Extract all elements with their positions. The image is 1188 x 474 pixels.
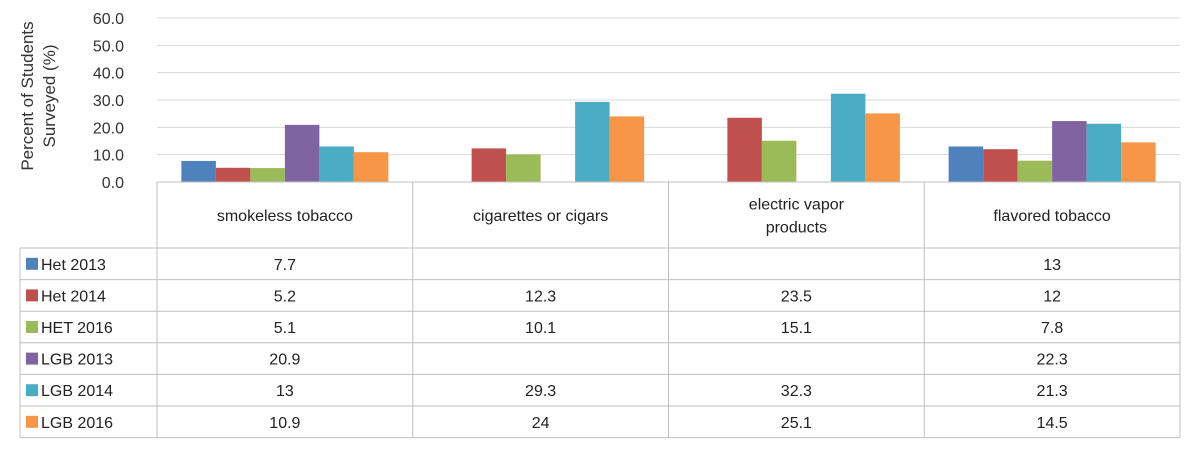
legend-label: HET 2016	[41, 320, 113, 337]
bar-lgb-2014	[575, 101, 610, 182]
table-cell-value: 13	[1043, 257, 1061, 274]
table-cell-value: 12.3	[525, 288, 556, 305]
bar-lgb-2016	[353, 152, 389, 182]
bar-het-2014	[215, 167, 251, 182]
table-cell-value: 23.5	[781, 288, 812, 305]
table-cell-value: 25.1	[781, 415, 812, 432]
table-cell-value: 7.7	[274, 257, 296, 274]
y-axis-title-line: Percent of Students	[18, 21, 37, 170]
bar-lgb-2014	[1086, 123, 1122, 182]
bar-het-2016	[250, 168, 285, 182]
category-label-line: cigarettes or cigars	[473, 208, 608, 225]
table-cell-value: 10.9	[269, 415, 300, 432]
y-axis-title: Percent of Students Surveyed (%)	[18, 21, 59, 170]
y-tick-label: 20.0	[93, 120, 124, 137]
data-table: smokeless tobacco cigarettes or cigars ele…	[19, 181, 1181, 439]
table-cell-value: 5.2	[274, 288, 296, 305]
table-cell-value: 24	[532, 415, 550, 432]
y-tick-label: 0.0	[102, 175, 124, 192]
table-cell-value: 10.1	[525, 320, 556, 337]
table-cell-value: 5.1	[274, 320, 296, 337]
y-tick-label: 40.0	[93, 66, 124, 83]
table-cell-value: 32.3	[781, 383, 812, 400]
legend-label: LGB 2013	[41, 352, 113, 369]
category-label-line: products	[766, 220, 827, 237]
table-cell-value: 20.9	[269, 352, 300, 369]
bar-het-2016	[1017, 160, 1053, 182]
legend-label: Het 2013	[41, 257, 106, 274]
bar-lgb-2016	[865, 113, 900, 182]
bar-het-2016	[761, 140, 797, 182]
bar-lgb-2016	[609, 116, 645, 182]
category-label: cigarettes or cigars	[473, 208, 608, 225]
y-tick-label: 50.0	[93, 38, 124, 55]
table-cell-value: 14.5	[1037, 415, 1068, 432]
bar-lgb-2016	[1121, 142, 1156, 182]
y-tick-label: 10.0	[93, 148, 124, 165]
category-label-line: electric vapor	[749, 197, 845, 214]
table-cell-value: 7.8	[1041, 320, 1063, 337]
bars	[181, 93, 1156, 182]
legend-swatch	[26, 415, 38, 428]
bar-het-2014	[727, 117, 762, 182]
category-label: smokeless tobacco	[217, 208, 353, 225]
legend-swatch	[26, 321, 38, 333]
category-label-line: flavored tobacco	[993, 208, 1111, 225]
table-cell-value: 13	[276, 383, 294, 400]
y-tick-label: 60.0	[93, 11, 124, 28]
category-label-line: smokeless tobacco	[217, 208, 353, 225]
y-axis-title-line: Surveyed (%)	[40, 45, 59, 148]
legend-label: LGB 2016	[41, 415, 113, 432]
bar-het-2016	[506, 154, 541, 182]
legend-label: LGB 2014	[41, 383, 113, 400]
legend-swatch	[26, 257, 38, 270]
legend-swatch	[26, 289, 38, 302]
legend-swatch	[26, 384, 38, 397]
legend-label: Het 2014	[41, 288, 106, 305]
bar-lgb-2013	[284, 124, 320, 182]
bar-het-2014	[471, 148, 507, 182]
bar-het-2013	[181, 160, 216, 182]
bar-het-2014	[983, 149, 1018, 182]
bar-lgb-2014	[319, 146, 354, 182]
table-cell-value: 12	[1043, 288, 1061, 305]
y-tick-label: 30.0	[93, 93, 124, 110]
table-cell-value: 29.3	[525, 383, 556, 400]
category-label: electric vapor products	[749, 197, 845, 237]
legend-swatch	[26, 352, 38, 365]
y-axis-label: Percent of Students Surveyed (%)	[18, 21, 59, 170]
table-cell-value: 21.3	[1037, 383, 1068, 400]
bar-lgb-2013	[1052, 121, 1087, 182]
category-label: flavored tobacco	[993, 208, 1111, 225]
bar-lgb-2014	[830, 93, 866, 182]
table-cell-value: 22.3	[1037, 352, 1068, 369]
y-ticks: 0.0 10.0 20.0 30.0 40.0 50.0 60.0	[93, 11, 124, 192]
bar-het-2013	[948, 146, 984, 182]
table-cell-value: 15.1	[781, 320, 812, 337]
